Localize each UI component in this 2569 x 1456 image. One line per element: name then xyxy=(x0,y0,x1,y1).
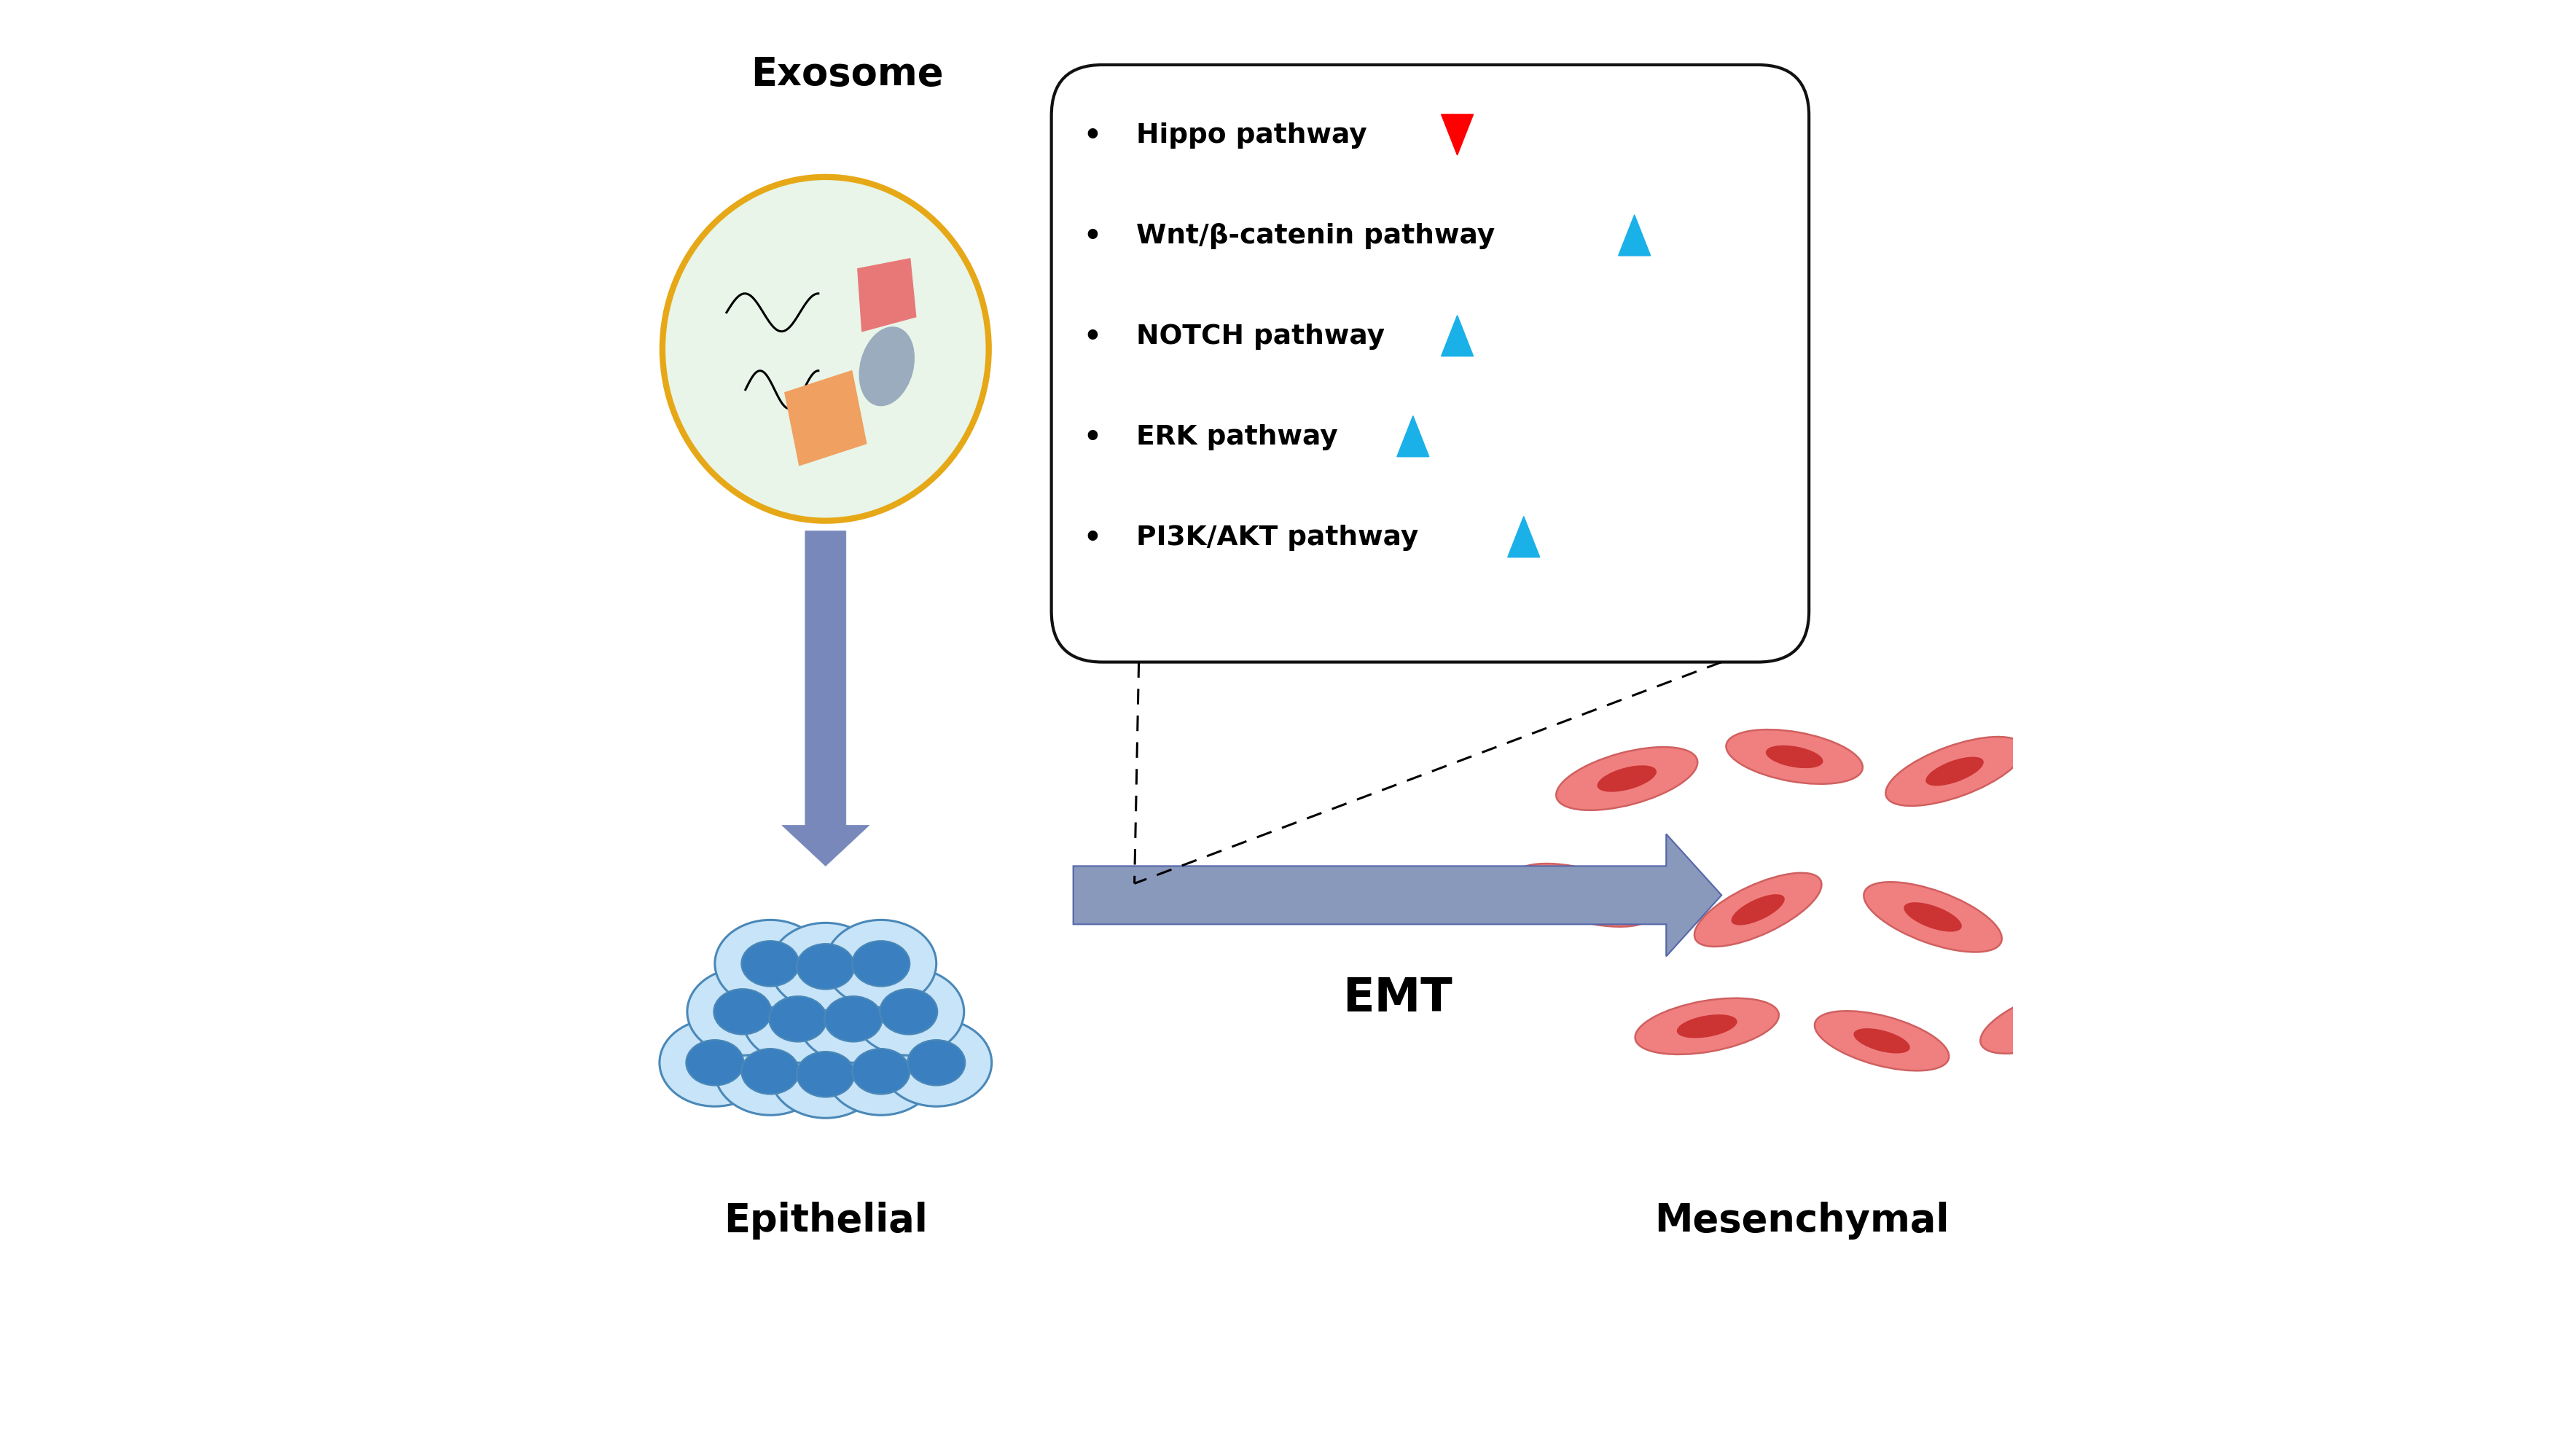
Text: EMT: EMT xyxy=(1344,976,1451,1021)
Ellipse shape xyxy=(796,1051,855,1098)
Text: Exosome: Exosome xyxy=(750,55,943,93)
Ellipse shape xyxy=(771,1031,881,1118)
Text: Wnt/β-catenin pathway: Wnt/β-catenin pathway xyxy=(1135,223,1495,249)
Ellipse shape xyxy=(853,968,963,1056)
Polygon shape xyxy=(1508,517,1539,558)
Polygon shape xyxy=(784,371,866,466)
Ellipse shape xyxy=(861,328,915,406)
Ellipse shape xyxy=(799,976,909,1063)
Ellipse shape xyxy=(825,996,881,1042)
Ellipse shape xyxy=(879,989,938,1035)
Ellipse shape xyxy=(742,976,853,1063)
Text: •: • xyxy=(1084,121,1102,150)
Ellipse shape xyxy=(1634,999,1778,1054)
Ellipse shape xyxy=(1678,1015,1737,1038)
Ellipse shape xyxy=(1904,903,1963,932)
Polygon shape xyxy=(781,531,868,866)
Ellipse shape xyxy=(2086,877,2143,900)
Ellipse shape xyxy=(1732,894,1785,926)
Ellipse shape xyxy=(742,1048,799,1095)
Ellipse shape xyxy=(686,1040,742,1086)
Ellipse shape xyxy=(663,178,989,521)
Text: •: • xyxy=(1084,322,1102,351)
Text: ERK pathway: ERK pathway xyxy=(1135,424,1338,450)
Ellipse shape xyxy=(1863,882,2001,952)
Ellipse shape xyxy=(714,1028,825,1115)
Polygon shape xyxy=(1074,834,1721,957)
Ellipse shape xyxy=(768,996,827,1042)
Ellipse shape xyxy=(742,941,799,987)
Ellipse shape xyxy=(2071,791,2130,811)
Ellipse shape xyxy=(825,920,935,1008)
Ellipse shape xyxy=(660,1019,771,1107)
Ellipse shape xyxy=(1696,874,1821,946)
Text: PI3K/AKT pathway: PI3K/AKT pathway xyxy=(1135,524,1418,550)
Ellipse shape xyxy=(771,923,881,1010)
Text: NOTCH pathway: NOTCH pathway xyxy=(1135,323,1385,349)
Ellipse shape xyxy=(1927,757,1983,786)
Ellipse shape xyxy=(2047,860,2184,916)
Ellipse shape xyxy=(853,1048,909,1095)
Ellipse shape xyxy=(1598,766,1657,792)
Ellipse shape xyxy=(1981,984,2119,1054)
Ellipse shape xyxy=(2032,776,2168,826)
Text: •: • xyxy=(1084,221,1102,250)
Polygon shape xyxy=(1398,416,1428,457)
Text: •: • xyxy=(1084,422,1102,451)
Ellipse shape xyxy=(2019,1005,2078,1034)
Text: •: • xyxy=(1084,523,1102,552)
Polygon shape xyxy=(1441,316,1472,357)
Ellipse shape xyxy=(1765,745,1824,769)
Ellipse shape xyxy=(1557,747,1698,811)
FancyBboxPatch shape xyxy=(1051,66,1809,662)
Ellipse shape xyxy=(714,989,771,1035)
Ellipse shape xyxy=(1513,863,1654,927)
Polygon shape xyxy=(1441,115,1472,156)
Ellipse shape xyxy=(1814,1010,1950,1072)
Ellipse shape xyxy=(714,920,825,1008)
Ellipse shape xyxy=(1886,737,2024,807)
Ellipse shape xyxy=(907,1040,966,1086)
Ellipse shape xyxy=(1554,882,1613,909)
Ellipse shape xyxy=(796,943,855,990)
Ellipse shape xyxy=(686,968,799,1056)
Polygon shape xyxy=(858,259,917,332)
Polygon shape xyxy=(1618,215,1649,256)
Ellipse shape xyxy=(825,1028,935,1115)
Ellipse shape xyxy=(881,1019,992,1107)
Ellipse shape xyxy=(853,941,909,987)
Text: Hippo pathway: Hippo pathway xyxy=(1135,122,1367,149)
Text: Epithelial: Epithelial xyxy=(724,1201,927,1239)
Ellipse shape xyxy=(1855,1028,1909,1054)
Ellipse shape xyxy=(1726,729,1863,785)
Text: Mesenchymal: Mesenchymal xyxy=(1654,1201,1950,1239)
